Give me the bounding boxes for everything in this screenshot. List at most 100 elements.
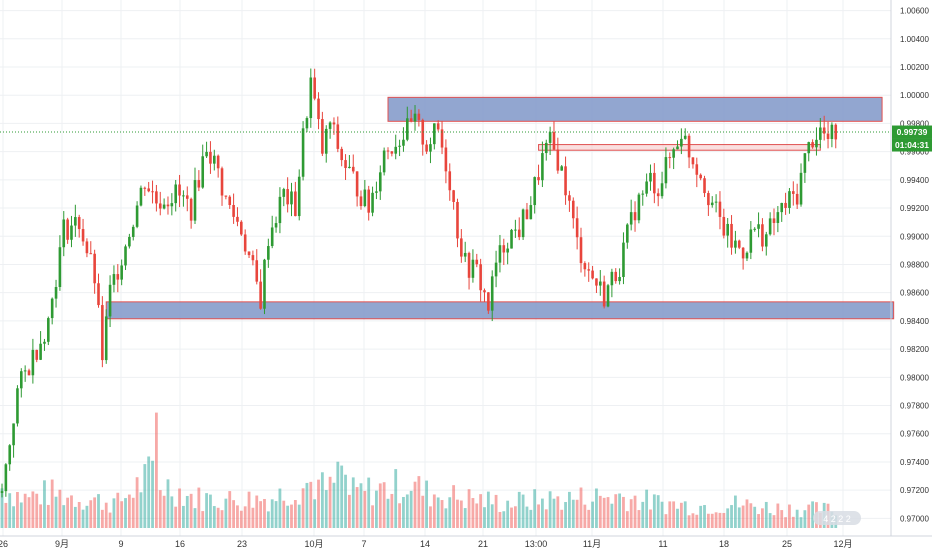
volume-bar: [77, 502, 81, 528]
candle-body: [795, 193, 799, 205]
candle-body: [35, 349, 39, 360]
volume-bar: [31, 491, 35, 528]
candle-body: [429, 144, 432, 152]
candle-body: [591, 270, 594, 279]
volume-bar: [301, 488, 305, 528]
volume-bar: [452, 485, 456, 528]
candle-body: [460, 238, 463, 257]
candle-body: [89, 253, 93, 255]
candle-body: [537, 177, 540, 181]
volume-bar: [309, 481, 313, 528]
candle-body: [764, 234, 768, 247]
volume-bar: [297, 504, 301, 528]
support-zone: [105, 301, 895, 320]
candle-body: [232, 204, 235, 217]
candle-body: [707, 193, 710, 206]
candle-body: [579, 237, 583, 264]
volume-bar: [371, 505, 374, 528]
price-tick-label: 0.99600: [900, 148, 929, 157]
volume-bar: [139, 492, 143, 528]
volume-bar: [201, 511, 205, 528]
volume-bar: [541, 498, 544, 528]
volume-bar: [606, 497, 610, 528]
price-tags: 0.99739 01:04:31: [892, 125, 932, 152]
volume-bar: [718, 512, 722, 528]
volume-bar: [104, 502, 108, 528]
volume-bar: [448, 497, 452, 528]
candle-body: [525, 209, 529, 220]
candle-body: [587, 269, 591, 271]
price-tag-box: [892, 138, 932, 152]
volume-bar: [498, 511, 502, 528]
candle-body: [81, 229, 85, 242]
candle-body: [506, 248, 509, 253]
candle-body: [653, 172, 656, 194]
volume-bar: [81, 509, 85, 528]
candle-body: [703, 178, 706, 194]
candle-body: [544, 142, 548, 154]
candle-body: [722, 216, 726, 236]
candle-body: [309, 77, 313, 119]
volume-bar: [432, 494, 436, 528]
volume-bar: [726, 508, 730, 528]
candle-body: [359, 196, 363, 207]
volume-bar: [386, 498, 390, 528]
volume-bar: [336, 461, 340, 528]
candle-body: [560, 166, 563, 171]
volume-bar: [714, 512, 718, 528]
volume-bar: [618, 493, 621, 528]
candle-body: [510, 229, 513, 249]
volume-bar: [182, 505, 185, 528]
candle-body: [533, 177, 536, 206]
volume-bar: [757, 514, 760, 528]
volume-bar: [417, 476, 421, 528]
price-tick-label: 1.00000: [900, 91, 929, 100]
candle-body: [548, 132, 552, 143]
volume-bar: [8, 493, 12, 528]
candle-body: [147, 188, 150, 192]
volume-bar: [595, 488, 598, 528]
candle-body: [128, 236, 131, 247]
candle-body: [0, 491, 4, 493]
volume-bar: [378, 483, 382, 528]
volume-bar: [147, 456, 151, 528]
volume-bar: [209, 494, 212, 528]
volume-bar: [305, 482, 309, 528]
candle-body: [436, 123, 440, 130]
volume-bar: [375, 490, 378, 528]
candle-body: [637, 194, 641, 221]
candle-body: [448, 171, 452, 191]
candle-body: [714, 201, 718, 203]
candle-body: [216, 155, 220, 169]
volume-bar: [116, 492, 120, 528]
time-tick-label: 10月: [304, 539, 323, 549]
zones[interactable]: [105, 96, 895, 320]
volume-bar: [66, 497, 70, 528]
candle-body: [483, 290, 486, 293]
volume-bar: [151, 460, 154, 528]
candle-body: [514, 229, 517, 231]
volume-bar: [185, 495, 189, 528]
volume-bar: [741, 505, 745, 528]
volume-bar: [324, 490, 328, 528]
volume-bar: [359, 483, 363, 528]
candle-body: [340, 148, 343, 161]
price-tick-label: 0.99000: [900, 232, 929, 241]
volume-bar: [367, 477, 371, 528]
candle-body: [618, 276, 621, 282]
candle-body: [151, 191, 154, 193]
volume-bar: [749, 503, 753, 528]
volume-bar: [344, 474, 347, 528]
volume-bar: [290, 504, 293, 528]
price-axis[interactable]: 1.00600 1.00400 1.00200 1.00000 0.99800 0.996…: [900, 7, 929, 524]
volume-bar: [193, 508, 197, 528]
volume-bar: [440, 500, 444, 528]
candle-body: [556, 149, 560, 171]
candle-body: [826, 133, 830, 139]
time-axis[interactable]: 26 9月 9 16 23 10月 7 14 21 13:00 11月 11 18 25 12月: [0, 539, 853, 549]
candle-body: [104, 316, 108, 361]
candle-body: [633, 212, 637, 221]
volume-bar: [552, 498, 556, 528]
